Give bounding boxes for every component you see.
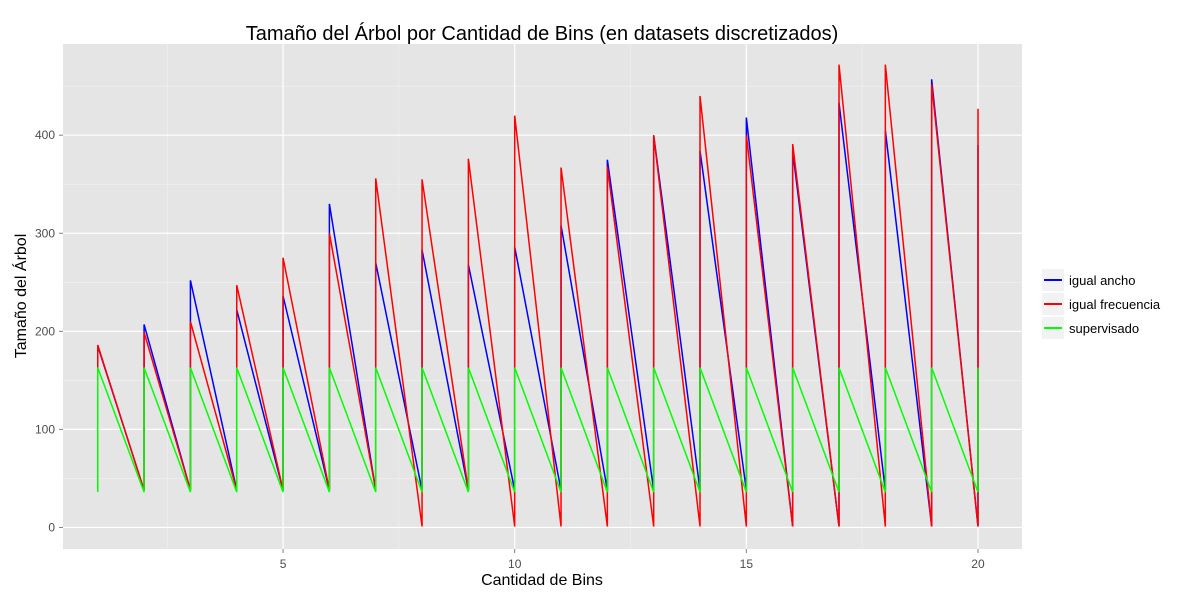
legend: igual ancho igual frecuencia supervisado [1042,268,1161,340]
x-tick-label: 10 [508,557,522,571]
x-axis-title: Cantidad de Bins [481,572,603,589]
x-tick-label: 20 [971,557,985,571]
minor-gridlines [63,44,1022,549]
legend-label: igual ancho [1069,273,1136,288]
legend-label: supervisado [1069,321,1139,336]
y-axis: 0 100 200 300 400 [35,128,63,534]
y-tick-label: 200 [35,324,55,338]
series-line [96,367,979,493]
legend-label: igual frecuencia [1069,297,1161,312]
y-tick-label: 100 [35,422,55,436]
x-axis: 5 10 15 20 [280,549,985,571]
series-layer [96,64,979,527]
x-tick-label: 5 [280,557,287,571]
y-tick-label: 300 [35,226,55,240]
y-tick-label: 0 [48,520,55,534]
y-tick-label: 400 [35,128,55,142]
y-axis-title: Tamaño del Árbol [11,234,30,359]
x-tick-label: 15 [740,557,754,571]
chart-title: Tamaño del Árbol por Cantidad de Bins (e… [246,22,839,45]
